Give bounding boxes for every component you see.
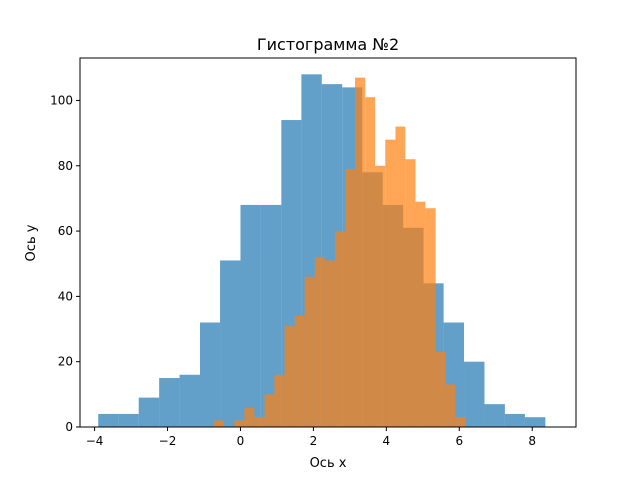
histogram-bar <box>464 361 485 427</box>
histogram-bar <box>98 413 119 427</box>
x-tick-label: 8 <box>528 434 536 448</box>
histogram-bar <box>314 257 325 427</box>
x-tick-label: 6 <box>455 434 463 448</box>
histogram-bar <box>240 204 261 427</box>
x-tick-label: 2 <box>310 434 318 448</box>
histogram-bar <box>159 378 180 427</box>
histogram-bar <box>385 139 396 428</box>
x-axis-label: Ось x <box>310 456 347 471</box>
histogram-bar <box>504 413 525 427</box>
histogram-bar <box>345 169 355 427</box>
histogram-bar <box>254 417 265 427</box>
histogram-bars <box>98 74 546 428</box>
plot-frame <box>79 57 577 428</box>
y-tick-label: 40 <box>58 289 73 303</box>
x-tick-label: 4 <box>383 434 391 448</box>
histogram-bar <box>244 407 255 427</box>
histogram-bar <box>118 413 139 427</box>
y-tick-label: 80 <box>58 159 73 173</box>
histogram-bar <box>425 208 436 427</box>
histogram-bar <box>524 417 546 427</box>
y-tick-label: 20 <box>58 355 73 369</box>
histogram-bar <box>138 397 160 427</box>
x-tick-label: −4 <box>86 434 104 448</box>
y-axis-ticks: 0 20 40 60 80 100 <box>50 93 80 434</box>
x-tick-label: 0 <box>237 434 245 448</box>
histogram-bar <box>220 260 241 427</box>
histogram-bar <box>415 201 426 427</box>
histogram-bar <box>284 325 295 427</box>
histogram-bar <box>214 420 225 427</box>
histogram-bar <box>334 231 346 427</box>
histogram-bar <box>199 322 221 427</box>
histogram-bar <box>260 204 282 427</box>
histogram-bar <box>435 351 446 427</box>
y-tick-label: 0 <box>65 420 73 434</box>
histogram-bar <box>294 315 305 427</box>
histogram-bar <box>324 260 335 427</box>
series-2-bars <box>214 77 466 428</box>
histogram-bar <box>234 420 245 427</box>
histogram-bar <box>445 384 456 427</box>
histogram-bar <box>264 394 275 427</box>
histogram-bar <box>365 97 376 427</box>
histogram-bar <box>484 404 505 427</box>
histogram-bar <box>179 374 200 427</box>
histogram-bar <box>375 165 386 428</box>
histogram-bar <box>405 159 416 427</box>
histogram-bar <box>304 276 315 427</box>
histogram-bar <box>354 77 366 427</box>
y-tick-label: 100 <box>50 93 73 107</box>
histogram-bar <box>455 417 466 427</box>
chart-title: Гистограмма №2 <box>257 35 399 54</box>
histogram-bar <box>395 126 406 427</box>
y-axis-label: Ось y <box>24 224 39 261</box>
y-tick-label: 60 <box>58 224 73 238</box>
histogram-bar <box>274 374 285 427</box>
x-tick-label: −2 <box>159 434 177 448</box>
x-axis-ticks: −4 −2 0 2 4 6 8 <box>86 427 536 448</box>
